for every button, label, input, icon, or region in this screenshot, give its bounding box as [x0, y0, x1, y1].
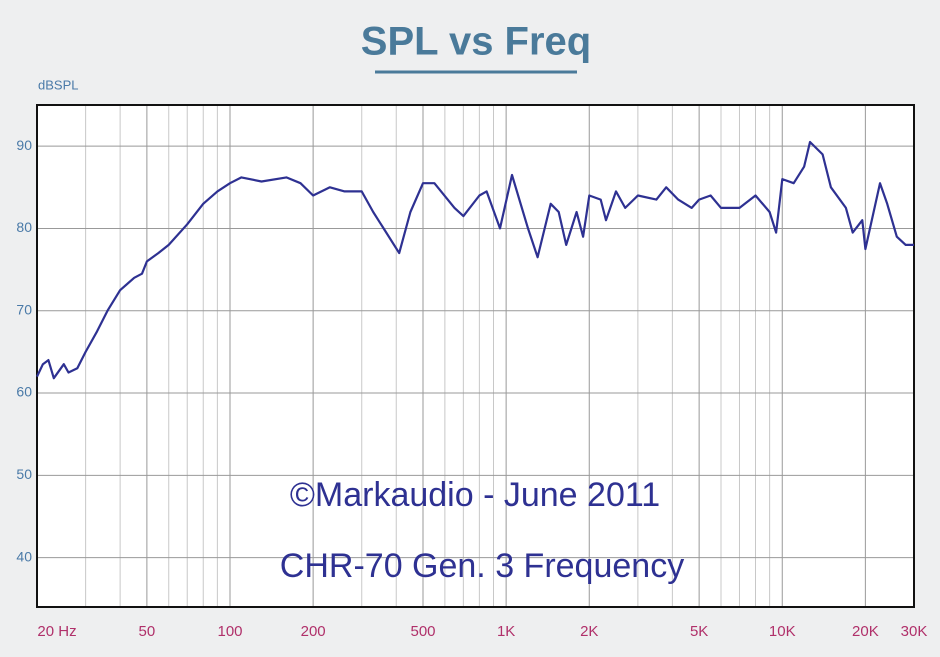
x-tick-label: 500: [410, 623, 435, 640]
x-tick-label: 50: [139, 623, 156, 640]
y-tick-label: 80: [16, 219, 32, 235]
y-tick-label: 40: [16, 548, 32, 564]
data-line: [36, 140, 914, 380]
x-tick-label: 5K: [690, 623, 708, 640]
x-tick-label: 20K: [852, 623, 879, 640]
x-tick-label: 30K: [901, 623, 928, 640]
y-tick-label: 60: [16, 384, 32, 400]
y-tick-label: 50: [16, 466, 32, 482]
y-axis-label: dBSPL: [38, 77, 78, 92]
y-tick-label: 90: [16, 137, 32, 153]
y-tick-label: 70: [16, 301, 32, 317]
x-tick-label: 10K: [769, 623, 796, 640]
x-tick-label: 100: [217, 623, 242, 640]
chart-title: SPL vs Freq: [361, 20, 591, 64]
annotation: ©Markaudio - June 2011: [290, 476, 660, 514]
x-tick-label: 2K: [580, 623, 598, 640]
plot-border: [36, 104, 915, 608]
x-tick-label: 20 Hz: [37, 623, 76, 640]
annotation: CHR-70 Gen. 3 Frequency: [280, 547, 684, 585]
plot-area: [37, 105, 914, 607]
x-tick-label: 200: [301, 623, 326, 640]
x-tick-label: 1K: [497, 623, 515, 640]
